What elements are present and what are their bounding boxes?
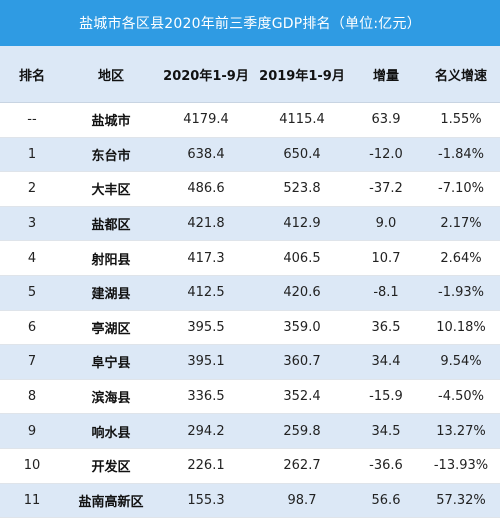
header-increase: 增量 [350, 46, 422, 103]
cell-increase: 56.6 [350, 483, 422, 518]
cell-gdp-2019: 259.8 [254, 413, 350, 449]
cell-gdp-2020: 226.1 [158, 448, 254, 484]
cell-increase: 9.0 [350, 206, 422, 242]
table-row: 10 开发区 226.1 262.7 -36.6 -13.93% [0, 448, 500, 484]
cell-region: 滨海县 [64, 379, 158, 415]
cell-gdp-2020: 395.1 [158, 344, 254, 380]
cell-gdp-2020: 4179.4 [158, 102, 254, 138]
cell-region: 响水县 [64, 413, 158, 449]
cell-growth: 57.32% [422, 483, 500, 518]
gdp-table: 排名 地区 2020年1-9月 2019年1-9月 增量 名义增速 -- 盐城市 4… [0, 46, 500, 518]
header-gdp-2020: 2020年1-9月 [158, 46, 254, 103]
cell-gdp-2019: 650.4 [254, 137, 350, 173]
table-body: -- 盐城市 4179.4 4115.4 63.9 1.55% 1 东台市 638.4 650.4… [0, 102, 500, 518]
cell-gdp-2019: 359.0 [254, 310, 350, 346]
cell-gdp-2020: 638.4 [158, 137, 254, 173]
cell-growth: 10.18% [422, 310, 500, 346]
cell-increase: 36.5 [350, 310, 422, 346]
cell-rank: 4 [0, 240, 64, 276]
table-row: 6 亭湖区 395.5 359.0 36.5 10.18% [0, 310, 500, 346]
cell-gdp-2019: 262.7 [254, 448, 350, 484]
cell-gdp-2020: 336.5 [158, 379, 254, 415]
cell-gdp-2019: 98.7 [254, 483, 350, 518]
cell-rank: -- [0, 102, 64, 138]
cell-region: 盐南高新区 [64, 483, 158, 518]
cell-growth: -1.84% [422, 137, 500, 173]
cell-gdp-2019: 406.5 [254, 240, 350, 276]
cell-gdp-2019: 420.6 [254, 275, 350, 311]
cell-growth: 13.27% [422, 413, 500, 449]
cell-gdp-2020: 417.3 [158, 240, 254, 276]
cell-increase: 10.7 [350, 240, 422, 276]
header-row: 排名 地区 2020年1-9月 2019年1-9月 增量 名义增速 [0, 46, 500, 103]
cell-rank: 1 [0, 137, 64, 173]
cell-growth: 2.64% [422, 240, 500, 276]
cell-region: 射阳县 [64, 240, 158, 276]
table-row: 1 东台市 638.4 650.4 -12.0 -1.84% [0, 137, 500, 173]
cell-rank: 8 [0, 379, 64, 415]
cell-gdp-2020: 294.2 [158, 413, 254, 449]
cell-region: 东台市 [64, 137, 158, 173]
cell-growth: -1.93% [422, 275, 500, 311]
cell-rank: 11 [0, 483, 64, 518]
cell-increase: -12.0 [350, 137, 422, 173]
cell-gdp-2020: 395.5 [158, 310, 254, 346]
cell-growth: 9.54% [422, 344, 500, 380]
header-region: 地区 [64, 46, 158, 103]
table-row: 3 盐都区 421.8 412.9 9.0 2.17% [0, 206, 500, 242]
cell-rank: 6 [0, 310, 64, 346]
cell-rank: 5 [0, 275, 64, 311]
table-row: 11 盐南高新区 155.3 98.7 56.6 57.32% [0, 483, 500, 518]
cell-rank: 3 [0, 206, 64, 242]
cell-region: 盐都区 [64, 206, 158, 242]
cell-gdp-2020: 155.3 [158, 483, 254, 518]
cell-increase: 34.5 [350, 413, 422, 449]
header-rank: 排名 [0, 46, 64, 103]
cell-gdp-2020: 486.6 [158, 171, 254, 207]
cell-region: 建湖县 [64, 275, 158, 311]
cell-gdp-2020: 412.5 [158, 275, 254, 311]
table-row: 4 射阳县 417.3 406.5 10.7 2.64% [0, 240, 500, 276]
header-growth: 名义增速 [422, 46, 500, 103]
cell-region: 大丰区 [64, 171, 158, 207]
table-row: 5 建湖县 412.5 420.6 -8.1 -1.93% [0, 275, 500, 311]
cell-region: 盐城市 [64, 102, 158, 138]
table-row: 9 响水县 294.2 259.8 34.5 13.27% [0, 413, 500, 449]
cell-gdp-2019: 523.8 [254, 171, 350, 207]
cell-increase: -36.6 [350, 448, 422, 484]
cell-growth: -13.93% [422, 448, 500, 484]
table-row: 8 滨海县 336.5 352.4 -15.9 -4.50% [0, 379, 500, 415]
cell-growth: -4.50% [422, 379, 500, 415]
cell-increase: -15.9 [350, 379, 422, 415]
cell-rank: 10 [0, 448, 64, 484]
cell-increase: -8.1 [350, 275, 422, 311]
cell-gdp-2019: 4115.4 [254, 102, 350, 138]
table-row: -- 盐城市 4179.4 4115.4 63.9 1.55% [0, 102, 500, 138]
table-row: 2 大丰区 486.6 523.8 -37.2 -7.10% [0, 171, 500, 207]
cell-region: 阜宁县 [64, 344, 158, 380]
cell-rank: 2 [0, 171, 64, 207]
cell-increase: 63.9 [350, 102, 422, 138]
cell-increase: -37.2 [350, 171, 422, 207]
header-gdp-2019: 2019年1-9月 [254, 46, 350, 103]
cell-gdp-2019: 412.9 [254, 206, 350, 242]
table-title: 盐城市各区县2020年前三季度GDP排名（单位:亿元） [0, 0, 500, 46]
cell-gdp-2019: 352.4 [254, 379, 350, 415]
cell-gdp-2020: 421.8 [158, 206, 254, 242]
cell-growth: -7.10% [422, 171, 500, 207]
cell-growth: 2.17% [422, 206, 500, 242]
cell-growth: 1.55% [422, 102, 500, 138]
cell-region: 亭湖区 [64, 310, 158, 346]
cell-increase: 34.4 [350, 344, 422, 380]
cell-region: 开发区 [64, 448, 158, 484]
cell-gdp-2019: 360.7 [254, 344, 350, 380]
cell-rank: 7 [0, 344, 64, 380]
cell-rank: 9 [0, 413, 64, 449]
table-row: 7 阜宁县 395.1 360.7 34.4 9.54% [0, 344, 500, 380]
